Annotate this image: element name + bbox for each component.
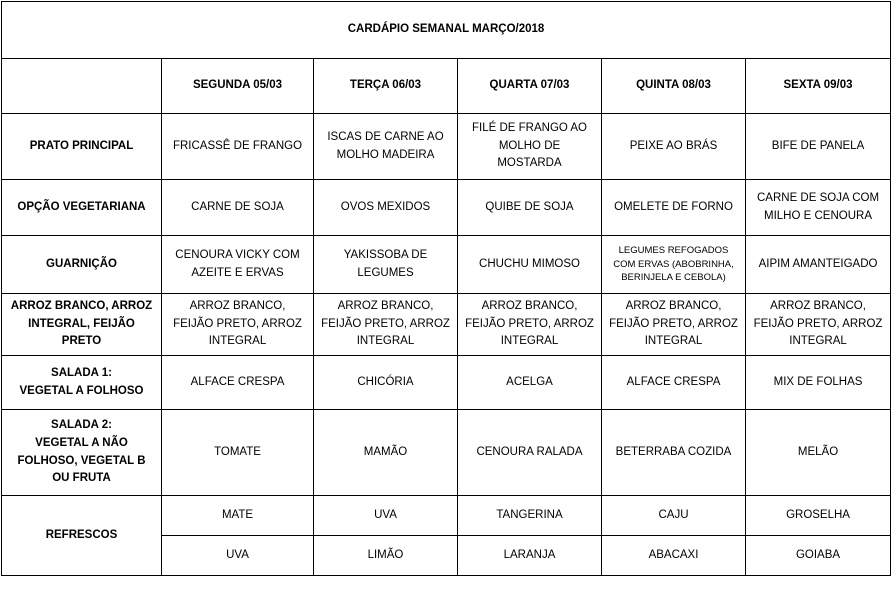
menu-cell: CAJU — [601, 495, 746, 536]
header-row: SEGUNDA 05/03 TERÇA 06/03 QUARTA 07/03 Q… — [1, 58, 891, 114]
day-header-terca: TERÇA 06/03 — [313, 58, 458, 114]
corner-cell — [1, 58, 162, 114]
table-row-refrescos-1: REFRESCOS MATE UVA TANGERINA CAJU GROSEL… — [1, 495, 891, 576]
menu-cell: ARROZ BRANCO, FEIJÃO PRETO, ARROZ INTEGR… — [313, 293, 458, 356]
day-header-quinta: QUINTA 08/03 — [601, 58, 746, 114]
table-row-arroz-feijao: ARROZ BRANCO, ARROZ INTEGRAL, FEIJÃO PRE… — [1, 293, 891, 356]
menu-cell: ALFACE CRESPA — [601, 355, 746, 410]
menu-cell: ARROZ BRANCO, FEIJÃO PRETO, ARROZ INTEGR… — [601, 293, 746, 356]
menu-cell: MELÃO — [744, 409, 891, 496]
table-row-salada-1: SALADA 1: VEGETAL A FOLHOSO ALFACE CRESP… — [1, 355, 891, 410]
menu-cell: TOMATE — [161, 409, 314, 496]
menu-cell: OMELETE DE FORNO — [601, 179, 746, 236]
row-label-opcao-vegetariana: OPÇÃO VEGETARIANA — [1, 179, 162, 236]
title-row: CARDÁPIO SEMANAL MARÇO/2018 — [0, 1, 891, 59]
row-label-salada-2: SALADA 2: VEGETAL A NÃO FOLHOSO, VEGETAL… — [1, 409, 162, 496]
menu-cell: CHUCHU MIMOSO — [457, 235, 602, 294]
menu-cell: YAKISSOBA DE LEGUMES — [313, 235, 458, 294]
menu-cell: CARNE DE SOJA — [161, 179, 314, 236]
menu-cell: FILÉ DE FRANGO AO MOLHO DE MOSTARDA — [457, 113, 602, 180]
table-row-opcao-vegetariana: OPÇÃO VEGETARIANA CARNE DE SOJA OVOS MEX… — [1, 179, 891, 236]
table-row-guarnicao: GUARNIÇÃO CENOURA VICKY COM AZEITE E ERV… — [1, 235, 891, 294]
menu-cell: GOIABA — [744, 535, 891, 576]
menu-cell: ISCAS DE CARNE AO MOLHO MADEIRA — [313, 113, 458, 180]
menu-cell: ARROZ BRANCO, FEIJÃO PRETO, ARROZ INTEGR… — [457, 293, 602, 356]
menu-cell: BIFE DE PANELA — [744, 113, 891, 180]
menu-cell: LARANJA — [457, 535, 602, 576]
table-row-refrescos-2: UVA LIMÃO LARANJA ABACAXI GOIABA — [2, 535, 891, 576]
menu-cell: LEGUMES REFOGADOS COM ERVAS (ABOBRINHA, … — [601, 235, 746, 294]
weekly-menu-table: CARDÁPIO SEMANAL MARÇO/2018 SEGUNDA 05/0… — [0, 1, 891, 576]
menu-cell: UVA — [313, 495, 458, 536]
menu-cell: LIMÃO — [313, 535, 458, 576]
table-row-prato-principal: PRATO PRINCIPAL FRICASSÊ DE FRANGO ISCAS… — [1, 113, 891, 180]
menu-cell: BETERRABA COZIDA — [601, 409, 746, 496]
menu-cell: OVOS MEXIDOS — [313, 179, 458, 236]
row-label-guarnicao: GUARNIÇÃO — [1, 235, 162, 294]
menu-cell: ABACAXI — [601, 535, 746, 576]
day-header-segunda: SEGUNDA 05/03 — [161, 58, 314, 114]
menu-cell: TANGERINA — [457, 495, 602, 536]
table-row-salada-2: SALADA 2: VEGETAL A NÃO FOLHOSO, VEGETAL… — [1, 409, 891, 496]
day-header-sexta: SEXTA 09/03 — [744, 58, 891, 114]
menu-cell: ACELGA — [457, 355, 602, 410]
menu-cell: CENOURA VICKY COM AZEITE E ERVAS — [161, 235, 314, 294]
menu-cell: ARROZ BRANCO, FEIJÃO PRETO, ARROZ INTEGR… — [744, 293, 891, 356]
menu-cell: GROSELHA — [744, 495, 891, 536]
page-title: CARDÁPIO SEMANAL MARÇO/2018 — [0, 1, 891, 59]
row-label-prato-principal: PRATO PRINCIPAL — [1, 113, 162, 180]
row-label-refrescos: REFRESCOS — [1, 495, 162, 576]
row-label-arroz-feijao: ARROZ BRANCO, ARROZ INTEGRAL, FEIJÃO PRE… — [1, 293, 162, 356]
menu-cell: ALFACE CRESPA — [161, 355, 314, 410]
menu-cell: ARROZ BRANCO, FEIJÃO PRETO, ARROZ INTEGR… — [161, 293, 314, 356]
menu-cell: MIX DE FOLHAS — [744, 355, 891, 410]
menu-cell: QUIBE DE SOJA — [457, 179, 602, 236]
menu-cell: CHICÓRIA — [313, 355, 458, 410]
menu-cell: UVA — [161, 535, 314, 576]
menu-cell: CARNE DE SOJA COM MILHO E CENOURA — [744, 179, 891, 236]
menu-cell: FRICASSÊ DE FRANGO — [161, 113, 314, 180]
menu-cell: MAMÃO — [313, 409, 458, 496]
menu-cell: PEIXE AO BRÁS — [601, 113, 746, 180]
menu-cell: CENOURA RALADA — [457, 409, 602, 496]
row-label-salada-1: SALADA 1: VEGETAL A FOLHOSO — [1, 355, 162, 410]
day-header-quarta: QUARTA 07/03 — [457, 58, 602, 114]
menu-cell: AIPIM AMANTEIGADO — [744, 235, 891, 294]
menu-cell: MATE — [161, 495, 314, 536]
